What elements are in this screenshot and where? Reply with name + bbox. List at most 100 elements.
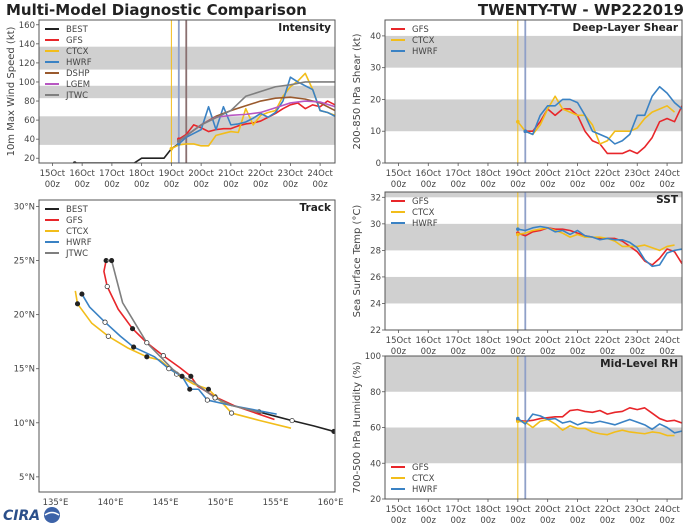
series-line-jtwc: [178, 81, 335, 142]
x-tick-date: 19Oct: [159, 169, 185, 179]
y-tick-label: 30: [370, 220, 381, 230]
x-tick-hour: 00z: [193, 180, 209, 190]
y-axis-label: 10m Max Wind Speed (kt): [6, 26, 17, 156]
shear-panel: 01020304015Oct00z16Oct00z17Oct00z18Oct00…: [352, 19, 683, 190]
y-tick-label: 60: [24, 116, 35, 126]
x-tick-hour: 00z: [480, 516, 496, 525]
legend-label: JTWC: [65, 249, 88, 259]
legend-label: BEST: [66, 205, 89, 215]
y-axis-label: 700-500 hPa Humidity (%): [352, 361, 363, 493]
legend-label: CTCX: [66, 47, 89, 57]
x-tick-label: 140°E: [98, 498, 124, 508]
x-tick-date: 17Oct: [445, 336, 471, 346]
x-tick-date: 23Oct: [624, 336, 650, 346]
x-tick-hour: 00z: [600, 180, 616, 190]
series-line-gfs: [103, 260, 275, 421]
x-tick-date: 16Oct: [416, 336, 442, 346]
x-tick-hour: 00z: [510, 347, 526, 357]
series-start-ctcx: [516, 119, 520, 124]
x-tick-hour: 00z: [480, 180, 496, 190]
x-tick-hour: 00z: [540, 516, 556, 525]
x-tick-hour: 00z: [450, 516, 466, 525]
x-tick-label: 150°E: [208, 498, 234, 508]
y-tick-label: 60: [370, 424, 381, 434]
x-tick-date: 20Oct: [535, 336, 561, 346]
series-start-hwrf: [177, 142, 181, 146]
y-tick-label: 40: [370, 32, 381, 42]
x-tick-date: 18Oct: [475, 336, 501, 346]
shaded-band: [385, 276, 682, 304]
x-tick-hour: 00z: [421, 516, 437, 525]
series-line-ctcx: [171, 72, 335, 150]
legend-label: HWRF: [412, 219, 438, 229]
x-tick-hour: 00z: [600, 516, 616, 525]
x-tick-date: 16Oct: [416, 169, 442, 179]
x-tick-hour: 00z: [391, 180, 407, 190]
storm-title: TWENTY-TW - WP222019: [478, 1, 684, 19]
series-start-ctcx: [516, 232, 520, 237]
track-point-hwrf: [102, 319, 108, 325]
panel-title: Intensity: [278, 22, 331, 34]
x-tick-hour: 00z: [540, 180, 556, 190]
legend-label: GFS: [412, 197, 429, 207]
series-line-ctcx: [517, 418, 675, 437]
legend-label: HWRF: [412, 485, 438, 495]
y-tick-label: 40: [370, 459, 381, 469]
track-point-hwrf: [204, 397, 210, 403]
intensity-panel: 2040608010012014016015Oct00z16Oct00z17Oc…: [6, 19, 336, 190]
x-tick-date: 16Oct: [416, 505, 442, 515]
y-tick-label: 80: [370, 388, 381, 398]
x-tick-hour: 00z: [104, 180, 120, 190]
legend-label: DSHP: [66, 69, 89, 79]
x-tick-date: 22Oct: [595, 169, 621, 179]
x-tick-hour: 00z: [391, 347, 407, 357]
x-tick-date: 18Oct: [475, 169, 501, 179]
series-start-hwrf: [516, 227, 520, 231]
rh-panel: 2040608010015Oct00z16Oct00z17Oct00z18Oct…: [352, 352, 683, 525]
x-tick-hour: 00z: [450, 347, 466, 357]
x-tick-date: 15Oct: [386, 336, 412, 346]
y-tick-label: 30: [370, 64, 381, 74]
series-line-hwrf: [517, 225, 682, 268]
x-tick-date: 19Oct: [505, 169, 531, 179]
x-tick-date: 24Oct: [654, 505, 680, 515]
x-tick-date: 24Oct: [654, 169, 680, 179]
track-point-hwrf: [166, 366, 172, 372]
y-tick-label: 10: [370, 127, 381, 137]
svg-text:CIRA: CIRA: [3, 508, 40, 524]
x-tick-hour: 00z: [164, 180, 180, 190]
legend-label: HWRF: [66, 58, 92, 68]
y-tick-label: 10°N: [14, 419, 35, 429]
track-point-jtwc: [212, 395, 218, 401]
x-tick-date: 23Oct: [278, 169, 304, 179]
panel-title: SST: [656, 194, 679, 206]
y-tick-label: 32: [370, 193, 381, 203]
x-tick-date: 15Oct: [386, 169, 412, 179]
x-tick-date: 16Oct: [69, 169, 95, 179]
x-tick-date: 18Oct: [475, 505, 501, 515]
x-tick-hour: 00z: [421, 347, 437, 357]
y-axis-label: Sea Surface Temp (°C): [352, 205, 363, 318]
legend-label: CTCX: [412, 36, 435, 46]
track-point-hwrf: [79, 291, 85, 297]
y-tick-label: 28: [370, 246, 381, 256]
x-tick-date: 21Oct: [565, 505, 591, 515]
y-tick-label: 26: [370, 273, 381, 283]
series-start-jtwc: [177, 139, 181, 143]
track-panel: 5°N 10°N 15°N 20°N 25°N 30°N 135°E 140°E 145°E 15…: [14, 199, 344, 508]
x-tick-date: 22Oct: [595, 505, 621, 515]
y-tick-label: 20: [370, 495, 381, 505]
y-tick-label: 24: [370, 299, 381, 309]
x-tick-hour: 00z: [253, 180, 269, 190]
x-tick-hour: 00z: [450, 180, 466, 190]
x-tick-date: 19Oct: [505, 336, 531, 346]
x-tick-date: 20Oct: [535, 169, 561, 179]
x-tick-hour: 00z: [659, 347, 675, 357]
x-tick-label: 135°E: [43, 498, 69, 508]
legend-label: GFS: [66, 216, 83, 226]
legend-label: JTWC: [65, 91, 88, 101]
legend-label: LGEM: [66, 80, 90, 90]
track-point-ctcx: [229, 410, 235, 416]
x-tick-date: 23Oct: [624, 169, 650, 179]
x-tick-date: 23Oct: [624, 505, 650, 515]
